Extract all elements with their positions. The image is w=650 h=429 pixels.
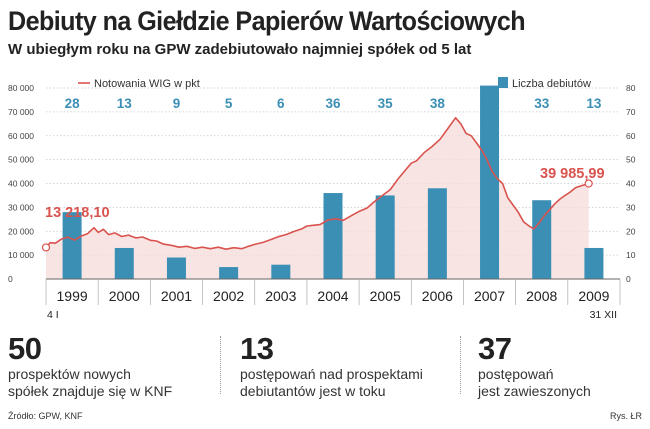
bar-value-label: 13 xyxy=(586,96,602,111)
x-axis-year-label: 2006 xyxy=(422,288,453,304)
x-axis-year-label: 2007 xyxy=(474,288,505,304)
left-axis-tick-label: 30 000 xyxy=(8,202,34,212)
stat-text-line1: postępowań nad prospektami xyxy=(240,366,423,382)
right-axis-tick-label: 20 xyxy=(626,226,636,236)
left-axis-tick-label: 0 xyxy=(8,274,13,284)
x-axis-year-label: 2002 xyxy=(213,288,244,304)
bar xyxy=(166,257,186,279)
stat-number: 50 xyxy=(8,331,42,366)
stat-divider xyxy=(460,336,461,394)
x-axis-year-label: 2001 xyxy=(161,288,192,304)
x-axis-year-label: 1999 xyxy=(57,288,88,304)
bar xyxy=(271,264,291,279)
right-axis-tick-label: 40 xyxy=(626,179,636,189)
bar-value-label: 81 xyxy=(482,96,498,111)
left-axis-tick-label: 70 000 xyxy=(8,107,34,117)
legend-bar-swatch xyxy=(498,77,508,88)
stat-text-line2: spółek znajduje się w KNF xyxy=(8,383,173,399)
wig-debuts-chart: 0 10 000 20 000 30 000 40 000 50 000 60 000 70 … xyxy=(8,77,636,321)
bar-value-label: 36 xyxy=(325,96,341,111)
bar xyxy=(427,188,447,279)
bar xyxy=(584,247,604,279)
wig-end-label: 39 985,99 xyxy=(540,166,605,182)
right-axis-tick-label: 30 xyxy=(626,202,636,212)
bar xyxy=(62,212,82,279)
bar-value-label: 35 xyxy=(378,96,394,111)
left-axis-tick-label: 60 000 xyxy=(8,131,34,141)
wig-end-marker xyxy=(584,179,593,188)
legend-bar-label: Liczba debiutów xyxy=(512,78,591,90)
x-axis-year-label: 2009 xyxy=(578,288,609,304)
x-axis-year-label: 2000 xyxy=(109,288,140,304)
stat-divider xyxy=(220,336,221,394)
end-date-label: 31 XII xyxy=(590,309,617,321)
wig-start-label: 13 218,10 xyxy=(45,205,110,221)
wig-line xyxy=(45,117,589,250)
bar-value-label: 33 xyxy=(534,96,550,111)
bar xyxy=(219,267,239,279)
right-axis-tick-label: 80 xyxy=(626,83,636,93)
bar-value-label: 38 xyxy=(430,96,446,111)
right-axis-tick-label: 10 xyxy=(626,250,636,260)
bar-value-label: 5 xyxy=(225,96,233,111)
x-axis-year-label: 2005 xyxy=(370,288,401,304)
x-axis-year-label: 2008 xyxy=(526,288,557,304)
left-axis-tick-label: 40 000 xyxy=(8,179,34,189)
bar-value-label: 13 xyxy=(117,96,133,111)
left-axis-tick-label: 10 000 xyxy=(8,250,34,260)
left-axis-tick-label: 50 000 xyxy=(8,155,34,165)
x-axis-year-label: 2003 xyxy=(265,288,296,304)
source-note: Źródło: GPW, KNF xyxy=(8,411,83,421)
wig-start-marker xyxy=(41,243,51,252)
credit-note: Rys. ŁR xyxy=(609,411,642,421)
wig-area xyxy=(46,117,589,279)
chart-subtitle: W ubiegłym roku na GPW zadebiutowało naj… xyxy=(8,41,472,58)
stat-suspended: 37 postępowań jest zawieszonych xyxy=(478,332,591,400)
stat-number: 13 xyxy=(240,331,274,366)
start-date-label: 4 I xyxy=(47,309,59,321)
stat-proceedings: 13 postępowań nad prospektami debiutantó… xyxy=(240,332,423,400)
bar-value-label: 28 xyxy=(65,96,81,111)
chart-title: Debiuty na Giełdzie Papierów Wartościowy… xyxy=(8,6,526,36)
left-axis-tick-label: 80 000 xyxy=(8,83,34,93)
bar-value-label: 9 xyxy=(173,96,181,111)
x-axis-year-label: 2004 xyxy=(317,288,348,304)
legend-line-label: Notowania WIG w pkt xyxy=(94,78,200,90)
bar-value-label: 6 xyxy=(277,96,285,111)
bar xyxy=(323,193,343,279)
left-axis-tick-label: 20 000 xyxy=(8,226,34,236)
stat-prospectuses: 50 prospektów nowych spółek znajduje się… xyxy=(8,332,172,400)
right-axis-tick-label: 60 xyxy=(626,131,636,141)
bar xyxy=(480,85,500,279)
bar xyxy=(375,195,395,279)
stat-number: 37 xyxy=(478,331,512,366)
right-axis-tick-label: 50 xyxy=(626,155,636,165)
stat-text-line2: jest zawieszonych xyxy=(478,383,591,399)
bar xyxy=(532,200,552,279)
stat-text-line1: prospektów nowych xyxy=(8,366,131,382)
stat-text-line2: debiutantów jest w toku xyxy=(240,383,386,399)
stat-text-line1: postępowań xyxy=(478,366,554,382)
right-axis-tick-label: 0 xyxy=(626,274,631,284)
bar xyxy=(114,247,134,279)
right-axis-tick-label: 70 xyxy=(626,107,636,117)
